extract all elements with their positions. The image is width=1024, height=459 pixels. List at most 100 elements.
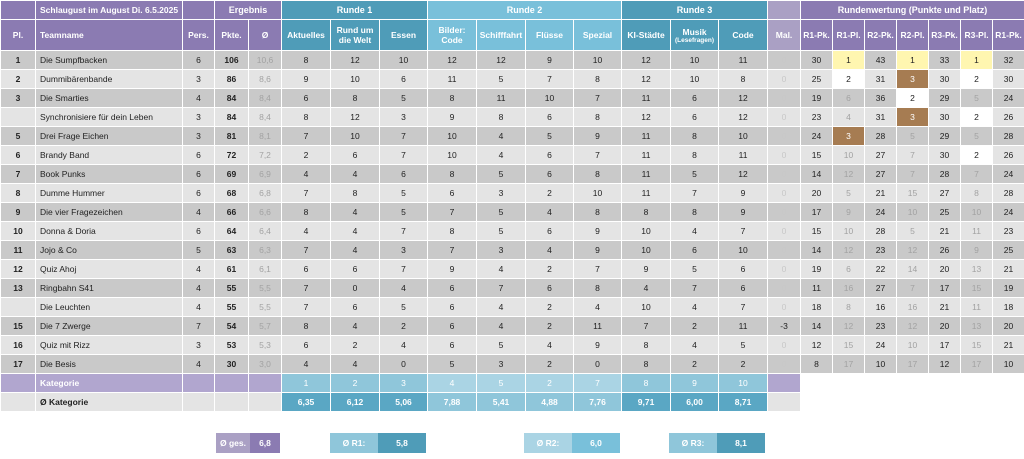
cell-r2-points: 24 bbox=[864, 335, 898, 355]
kategorie-spacer bbox=[214, 373, 249, 393]
cell-category-score: 7 bbox=[476, 278, 527, 298]
cell-category-score: 8 bbox=[427, 164, 478, 184]
table-row: 10 Donna & Doria 6 64 6,4 4 4 7 8 5 6 9 10 4 7 0 15 10 28 5… bbox=[0, 221, 1024, 241]
kategorie-num: 3 bbox=[379, 373, 429, 393]
cell-category-score: 7 bbox=[379, 221, 429, 241]
cell-category-score: 4 bbox=[379, 335, 429, 355]
cell-category-score: 10 bbox=[621, 297, 672, 317]
cell-r2-place: 12 bbox=[896, 240, 930, 260]
cell-malus: 0 bbox=[767, 50, 802, 70]
kategorie-num: 7 bbox=[573, 373, 623, 393]
cell-average: 6,3 bbox=[247, 240, 283, 260]
cell-category-score: 8 bbox=[573, 69, 623, 89]
cell-r2-place: 3 bbox=[896, 107, 930, 127]
cell-category-score: 8 bbox=[621, 202, 672, 222]
cell-r1-place: 6 bbox=[832, 88, 866, 108]
cell-category-score: 4 bbox=[670, 297, 720, 317]
avg-kategorie-value: 9,71 bbox=[621, 392, 672, 412]
cell-category-score: 8 bbox=[573, 278, 623, 298]
cell-category-score: 6 bbox=[525, 278, 575, 298]
cell-category-score: 8 bbox=[573, 107, 623, 127]
results-body: 1 Die Sumpfbacken 6 106 10,6 8 12 10 12 12 9 10 12 10… bbox=[0, 50, 1024, 374]
cell-category-score: 7 bbox=[427, 202, 478, 222]
cell-r2-place: 15 bbox=[896, 183, 930, 203]
avg-kategorie-value: 6,12 bbox=[330, 392, 381, 412]
cell-team-name: Synchronisiere für dein Leben bbox=[35, 107, 183, 127]
cell-points: 54 bbox=[214, 316, 249, 336]
cell-r1-points: 12 bbox=[800, 335, 834, 355]
cell-malus: 0 bbox=[767, 259, 802, 279]
avg-kategorie-value: 8,71 bbox=[718, 392, 769, 412]
cell-r3-place: 11 bbox=[960, 297, 994, 317]
cell-r2-points: 16 bbox=[864, 297, 898, 317]
cell-persons: 4 bbox=[182, 354, 215, 374]
cell-average: 7,2 bbox=[247, 145, 283, 165]
kategorie-spacer bbox=[0, 373, 36, 393]
cell-category-score: 8 bbox=[330, 183, 381, 203]
cell-points: 69 bbox=[214, 164, 249, 184]
cell-category-score: 11 bbox=[621, 183, 672, 203]
cell-category-score: 9 bbox=[573, 335, 623, 355]
cell-r3-points: 30 bbox=[928, 69, 962, 89]
cell-malus: 0 bbox=[767, 202, 802, 222]
cell-category-score: 8 bbox=[281, 107, 332, 127]
cell-r3-place: 2 bbox=[960, 69, 994, 89]
cell-r3-place: 15 bbox=[960, 278, 994, 298]
cell-category-score: 6 bbox=[427, 316, 478, 336]
cell-r3-points: 21 bbox=[928, 297, 962, 317]
cell-category-score: 4 bbox=[379, 278, 429, 298]
cell-place bbox=[0, 297, 36, 317]
cell-points: 86 bbox=[214, 69, 249, 89]
cell-malus: 0 bbox=[767, 107, 802, 127]
header-spacer bbox=[767, 0, 802, 20]
cell-category-score: 12 bbox=[621, 107, 672, 127]
cell-category-score: 7 bbox=[427, 240, 478, 260]
cell-category-score: 9 bbox=[621, 259, 672, 279]
cell-category-score: 6 bbox=[670, 88, 720, 108]
avg-kategorie-value: 7,76 bbox=[573, 392, 623, 412]
cell-r1-place: 2 bbox=[832, 69, 866, 89]
cell-category-score: 2 bbox=[525, 183, 575, 203]
cell-r1-points: 24 bbox=[800, 126, 834, 146]
cell-category-score: 5 bbox=[427, 354, 478, 374]
cell-r1-points-last: 21 bbox=[992, 259, 1024, 279]
cell-place: 12 bbox=[0, 259, 36, 279]
cell-average: 6,4 bbox=[247, 221, 283, 241]
cell-category-score: 7 bbox=[281, 183, 332, 203]
cell-r2-points: 43 bbox=[864, 50, 898, 70]
cell-r3-place: 7 bbox=[960, 164, 994, 184]
cell-category-score: 8 bbox=[281, 50, 332, 70]
cell-average: 6,6 bbox=[247, 202, 283, 222]
summary-avg-r3: Ø R3: 8,1 bbox=[669, 433, 765, 453]
cell-persons: 3 bbox=[182, 107, 215, 127]
cell-category-score: 9 bbox=[427, 259, 478, 279]
avg-kategorie-blank bbox=[800, 392, 1024, 412]
summary-avg-r3-value: 8,1 bbox=[717, 433, 765, 453]
cell-r1-points: 14 bbox=[800, 164, 834, 184]
cell-team-name: Jojo & Co bbox=[35, 240, 183, 260]
cell-r1-place: 12 bbox=[832, 316, 866, 336]
cell-r3-points: 30 bbox=[928, 145, 962, 165]
group-runde-1: Runde 1 bbox=[281, 0, 429, 20]
cell-points: 55 bbox=[214, 278, 249, 298]
cell-r3-place: 17 bbox=[960, 354, 994, 374]
cell-average: 6,8 bbox=[247, 183, 283, 203]
cell-average: 10,6 bbox=[247, 50, 283, 70]
cell-category-score: 11 bbox=[621, 145, 672, 165]
table-row: 17 Die Besis 4 30 3,0 4 4 0 5 3 2 0 8 2 2 0 8 17 10 17 12 17 1… bbox=[0, 354, 1024, 374]
cell-malus: 0 bbox=[767, 354, 802, 374]
cell-average: 8,4 bbox=[247, 107, 283, 127]
kategorie-spacer bbox=[247, 373, 283, 393]
cell-r2-place: 16 bbox=[896, 297, 930, 317]
table-row: 12 Quiz Ahoj 4 61 6,1 6 6 7 9 4 2 7 9 5 6 0 19 6 22 14 20 13 2… bbox=[0, 259, 1024, 279]
avg-kategorie-spacer bbox=[247, 392, 283, 412]
avg-kategorie-value: 5,41 bbox=[476, 392, 527, 412]
cell-malus: 0 bbox=[767, 183, 802, 203]
cell-persons: 3 bbox=[182, 335, 215, 355]
cell-place: 16 bbox=[0, 335, 36, 355]
summary-avg-r2-label: Ø R2: bbox=[524, 433, 572, 453]
cell-category-score: 6 bbox=[330, 297, 381, 317]
cell-category-score: 8 bbox=[670, 145, 720, 165]
cell-category-score: 10 bbox=[573, 50, 623, 70]
cell-r1-points: 30 bbox=[800, 50, 834, 70]
